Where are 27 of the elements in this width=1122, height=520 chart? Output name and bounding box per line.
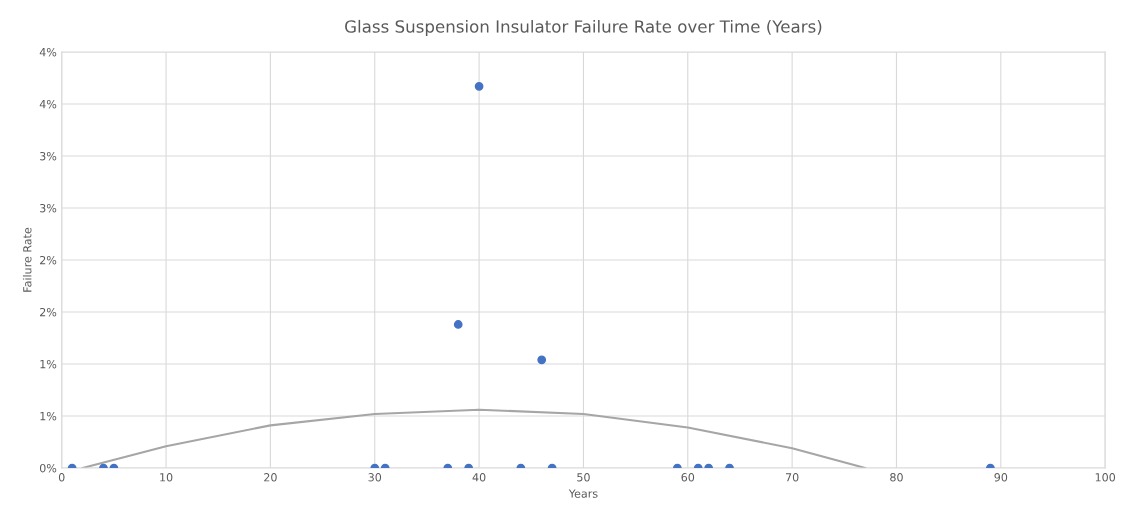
x-tick-label: 0	[58, 473, 65, 482]
x-tick-label: 10	[160, 473, 173, 482]
x-axis-title: Years	[568, 489, 598, 498]
x-tick-label: 30	[368, 473, 382, 482]
y-tick-label: 2%	[40, 255, 57, 265]
point	[453, 320, 463, 329]
y-tick-label: 1%	[40, 359, 57, 369]
y-tick-label: 0%	[39, 463, 57, 473]
x-tick-label: 100	[1095, 473, 1116, 482]
y-tick-label: 3%	[40, 151, 57, 161]
y-tick-label: 4%	[39, 47, 57, 57]
x-tick-label: 80	[890, 473, 903, 482]
x-tick-label: 20	[264, 473, 277, 482]
x-tick-label: 90	[994, 473, 1008, 482]
point	[537, 355, 547, 365]
x-tick-label: 60	[681, 473, 695, 482]
x-tick-label: 70	[785, 473, 799, 482]
chart-title: Glass Suspension Insulator Failure Rate over Time (Years)	[345, 19, 822, 37]
x-tick-label: 50	[577, 473, 590, 482]
y-tick-label: 2%	[40, 307, 57, 317]
y-tick-label: 4%	[39, 99, 57, 109]
y-tick-label: 1%	[40, 411, 57, 421]
x-tick-label: 40	[472, 473, 486, 482]
y-tick-label: 3%	[40, 203, 57, 213]
point	[474, 81, 484, 91]
y-axis-title: Failure Rate	[22, 227, 32, 292]
line-series	[81, 408, 867, 468]
